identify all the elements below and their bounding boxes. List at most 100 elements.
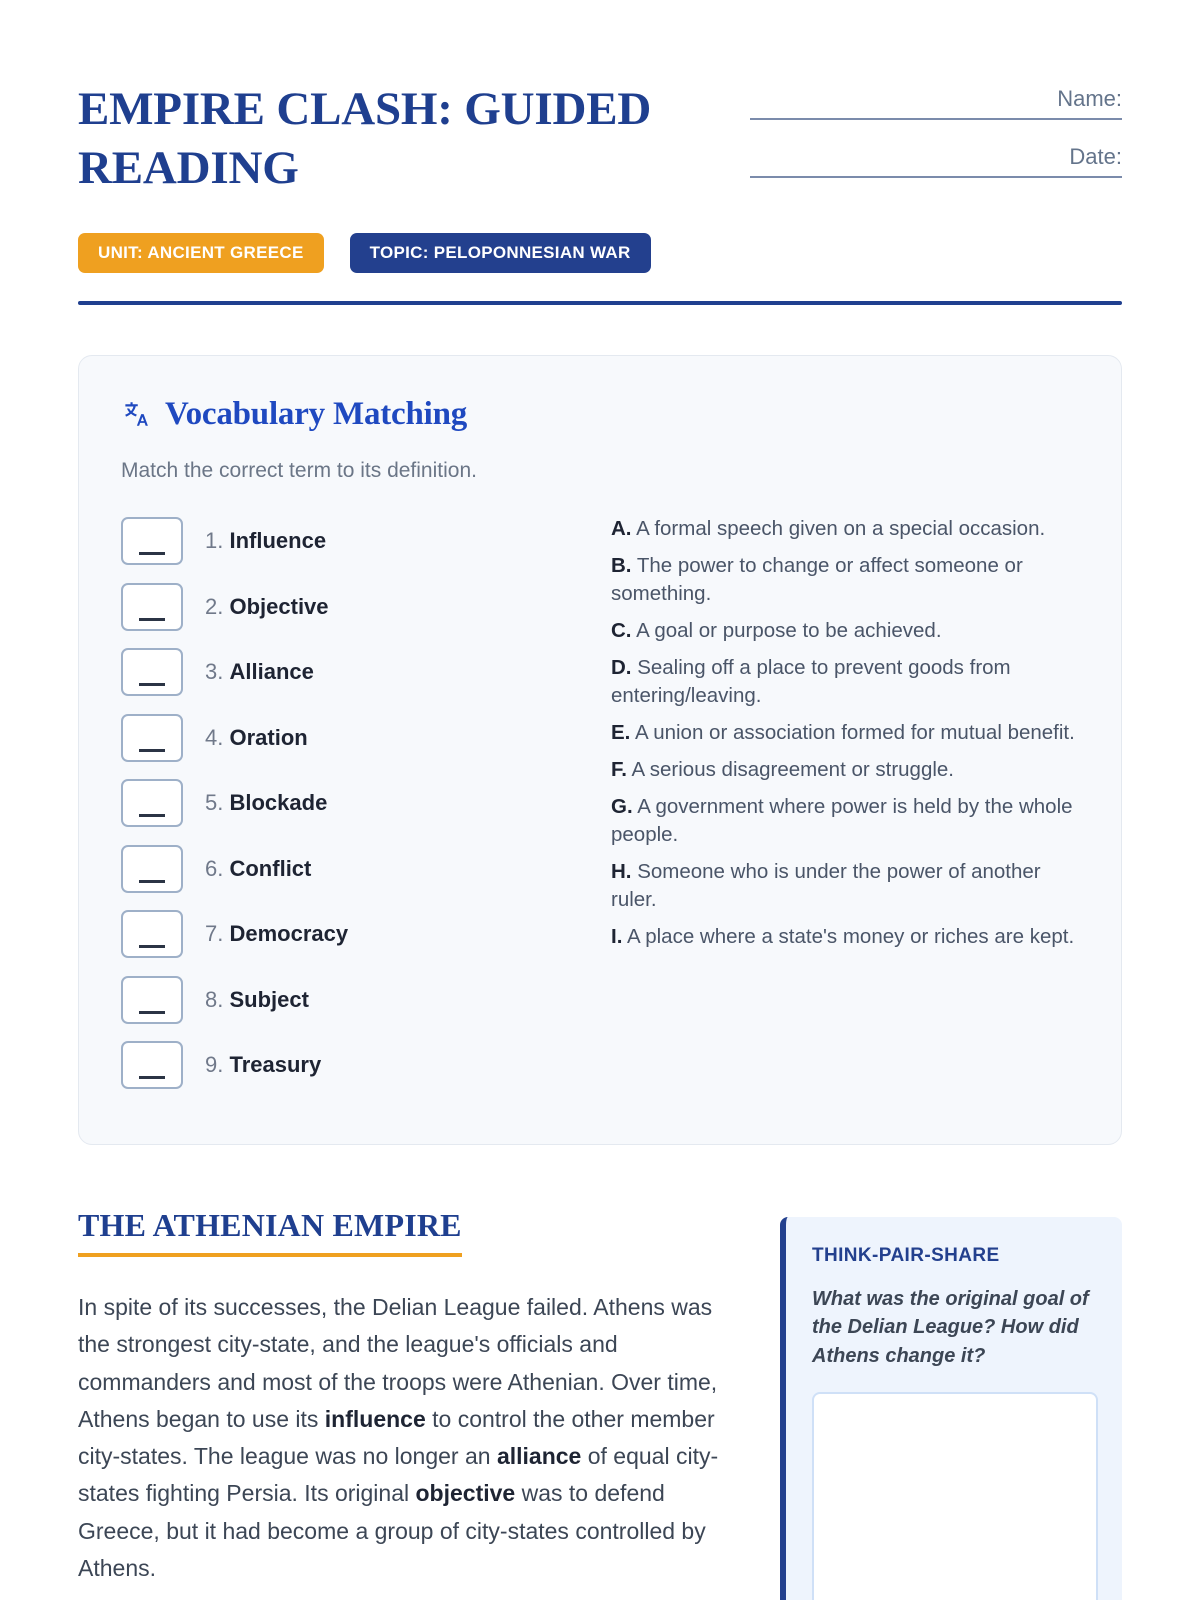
definition-text: A goal or purpose to be achieved. [636,618,942,642]
aside-column: THINK-PAIR-SHARE What was the original g… [780,1207,1122,1600]
term-word: Alliance [229,659,314,685]
definition-text: The power to change or affect someone or… [611,553,1023,605]
term-number: 5. [205,790,224,816]
answer-blank-line [139,1076,165,1080]
term-number: 8. [205,986,224,1012]
term-word: Blockade [229,790,328,816]
answer-blank-line [139,879,165,883]
reading-column: THE ATHENIAN EMPIRE In spite of its succ… [78,1207,738,1600]
term-word: Treasury [229,1052,322,1078]
term-row: 4. Oration [121,705,611,771]
definitions-column: A. A formal speech given on a special oc… [611,509,1079,1099]
name-write-line[interactable] [750,118,1122,120]
definition-text: A place where a state's money or riches … [626,925,1075,949]
definition-letter: I. [611,925,623,949]
keyword-term: alliance [496,1443,582,1469]
definition-letter: F. [611,758,627,782]
term-label: 6. Conflict [205,856,311,882]
definition-letter: G. [611,795,633,819]
translate-icon [125,402,148,426]
unit-badge: UNIT: ANCIENT GREECE [78,232,324,273]
term-word: Subject [229,986,309,1012]
answer-box[interactable] [121,648,183,697]
definition-text: Someone who is under the power of anothe… [611,860,1041,912]
definition-text: A union or association formed for mutual… [634,720,1075,744]
term-row: 9. Treasury [121,1033,611,1099]
think-pair-share-card: THINK-PAIR-SHARE What was the original g… [780,1217,1122,1600]
worksheet-header: EMPIRE CLASH: GUIDED READING Name: Date: [78,0,1122,198]
reading-section: THE ATHENIAN EMPIRE In spite of its succ… [78,1207,1122,1600]
term-word: Conflict [229,855,312,881]
vocabulary-instruction: Match the correct term to its definition… [121,458,477,482]
term-label: 8. Subject [205,987,309,1013]
term-number: 7. [205,921,224,947]
term-word: Influence [229,528,327,554]
reading-paragraph: In spite of its successes, the Delian Le… [78,1294,719,1581]
answer-box[interactable] [121,779,183,828]
answer-blank-line [139,552,165,556]
term-row: 2. Objective [121,574,611,640]
answer-box[interactable] [121,844,183,893]
header-divider [78,300,1122,305]
definition-item: D. Sealing off a place to prevent goods … [611,654,1079,710]
term-row: 3. Alliance [121,640,611,706]
definition-item: A. A formal speech given on a special oc… [611,515,1079,543]
definition-item: H. Someone who is under the power of ano… [611,858,1079,914]
vocabulary-body: 1. Influence 2. Objective [121,509,1079,1099]
definition-letter: D. [611,655,632,679]
date-label: Date: [1069,144,1122,169]
definition-item: I. A place where a state's money or rich… [611,923,1079,951]
definition-item: F. A serious disagreement or struggle. [611,756,1079,784]
term-row: 7. Democracy [121,902,611,968]
definition-item: B. The power to change or affect someone… [611,552,1079,608]
date-field-row: Date: [750,144,1122,178]
name-field-row: Name: [750,86,1122,120]
vocabulary-header: Vocabulary Matching [121,396,1079,433]
answer-box[interactable] [121,1041,183,1090]
vocabulary-title: Vocabulary Matching [165,395,468,432]
term-label: 2. Objective [205,594,329,620]
think-pair-share-answer-box[interactable] [812,1392,1098,1600]
term-word: Oration [229,724,308,750]
student-meta-block: Name: Date: [750,80,1122,178]
name-label: Name: [1057,86,1122,111]
answer-blank-line [139,683,165,687]
answer-blank-line [139,814,165,818]
definition-letter: A. [611,516,632,540]
term-number: 6. [205,855,224,881]
term-number: 2. [205,593,224,619]
answer-blank-line [139,945,165,949]
vocabulary-matching-card: Vocabulary Matching Match the correct te… [78,354,1122,1145]
term-label: 3. Alliance [205,659,314,685]
date-write-line[interactable] [750,176,1122,178]
term-row: 8. Subject [121,967,611,1033]
answer-box[interactable] [121,582,183,631]
term-word: Objective [229,593,329,619]
answer-box[interactable] [121,975,183,1024]
term-number: 1. [205,528,224,554]
definition-letter: E. [611,720,631,744]
term-row: 5. Blockade [121,771,611,837]
definition-letter: B. [611,553,632,577]
keyword-term: objective [415,1480,516,1507]
answer-box[interactable] [121,910,183,959]
answer-box[interactable] [121,713,183,762]
answer-box[interactable] [121,517,183,566]
definition-text: Sealing off a place to prevent goods fro… [611,655,1011,707]
page-title: EMPIRE CLASH: GUIDED READING [78,83,652,194]
term-number: 3. [205,659,224,685]
terms-column: 1. Influence 2. Objective [121,509,611,1099]
title-block: EMPIRE CLASH: GUIDED READING [78,80,698,198]
definition-letter: C. [611,618,632,642]
term-row: 1. Influence [121,509,611,575]
definition-item: C. A goal or purpose to be achieved. [611,617,1079,645]
keyword-term: influence [324,1405,426,1432]
answer-blank-line [139,1010,165,1014]
term-row: 6. Conflict [121,836,611,902]
definition-text: A government where power is held by the … [611,795,1073,847]
answer-blank-line [139,617,165,621]
topic-badge: TOPIC: PELOPONNESIAN WAR [349,232,651,273]
definition-text: A serious disagreement or struggle. [631,758,955,782]
term-label: 5. Blockade [205,790,327,816]
